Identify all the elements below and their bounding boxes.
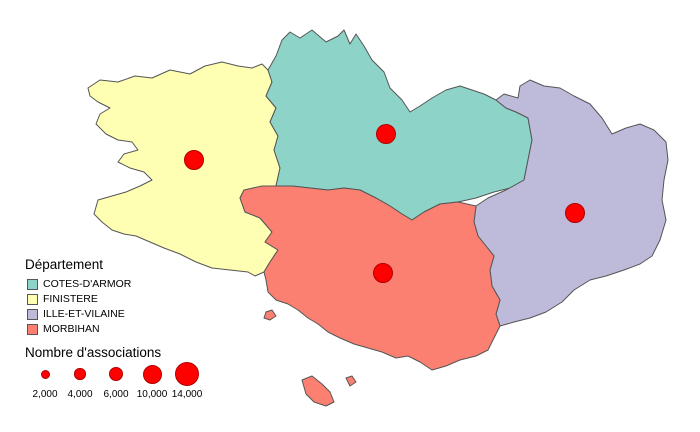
association-symbol[interactable] [565,203,585,223]
legend-departement-list: COTES-D'ARMOR FINISTERE ILLE-ET-VILAINE MOR… [27,277,131,337]
association-symbol[interactable] [373,263,393,283]
legend-size-dot [109,367,123,381]
legend-size-title: Nombre d'associations [25,345,162,360]
legend-swatch [27,293,38,305]
legend-swatch [27,278,38,290]
legend-swatch [27,308,38,320]
legend-size-label: 14,000 [171,389,203,400]
island-groix [263,309,277,321]
legend-label: FINISTERE [43,293,98,305]
symbols-layer [184,124,585,283]
legend-size-item: 14,000 [167,362,207,400]
legend-label: MORBIHAN [43,323,100,335]
legend-size-dot [142,364,162,384]
legend-size-item: 4,000 [60,368,100,400]
legend-label: COTES-D'ARMOR [43,278,132,290]
legend-size-label: 2,000 [32,389,58,400]
legend-size-item: 2,000 [25,369,65,400]
legend-size-dot [40,369,50,379]
legend-swatch [27,323,38,335]
legend-size-label: 6,000 [103,389,129,400]
association-symbol[interactable] [376,124,396,144]
region-finistere[interactable] [87,61,281,277]
region-ille-et-vilaine[interactable] [473,79,669,327]
legend-size: 2,000 4,000 6,000 10,000 14,000 [27,362,217,402]
legend-item: MORBIHAN [27,322,131,336]
legend-item: COTES-D'ARMOR [27,277,131,291]
legend-size-dot [175,362,199,386]
legend-size-label: 4,000 [67,389,93,400]
legend-item: FINISTERE [27,292,131,306]
association-symbol[interactable] [184,150,204,170]
legend-item: ILLE-ET-VILAINE [27,307,131,321]
legend-size-label: 10,000 [136,389,168,400]
legend-size-item: 10,000 [132,364,172,400]
legend-label: ILLE-ET-VILAINE [43,308,125,320]
island-belle-ile [301,375,335,407]
legend-departement-title: Département [25,257,104,272]
legend-size-dot [74,368,86,380]
region-morbihan[interactable] [239,185,501,371]
island-houat [345,375,357,387]
legend-size-item: 6,000 [96,367,136,400]
